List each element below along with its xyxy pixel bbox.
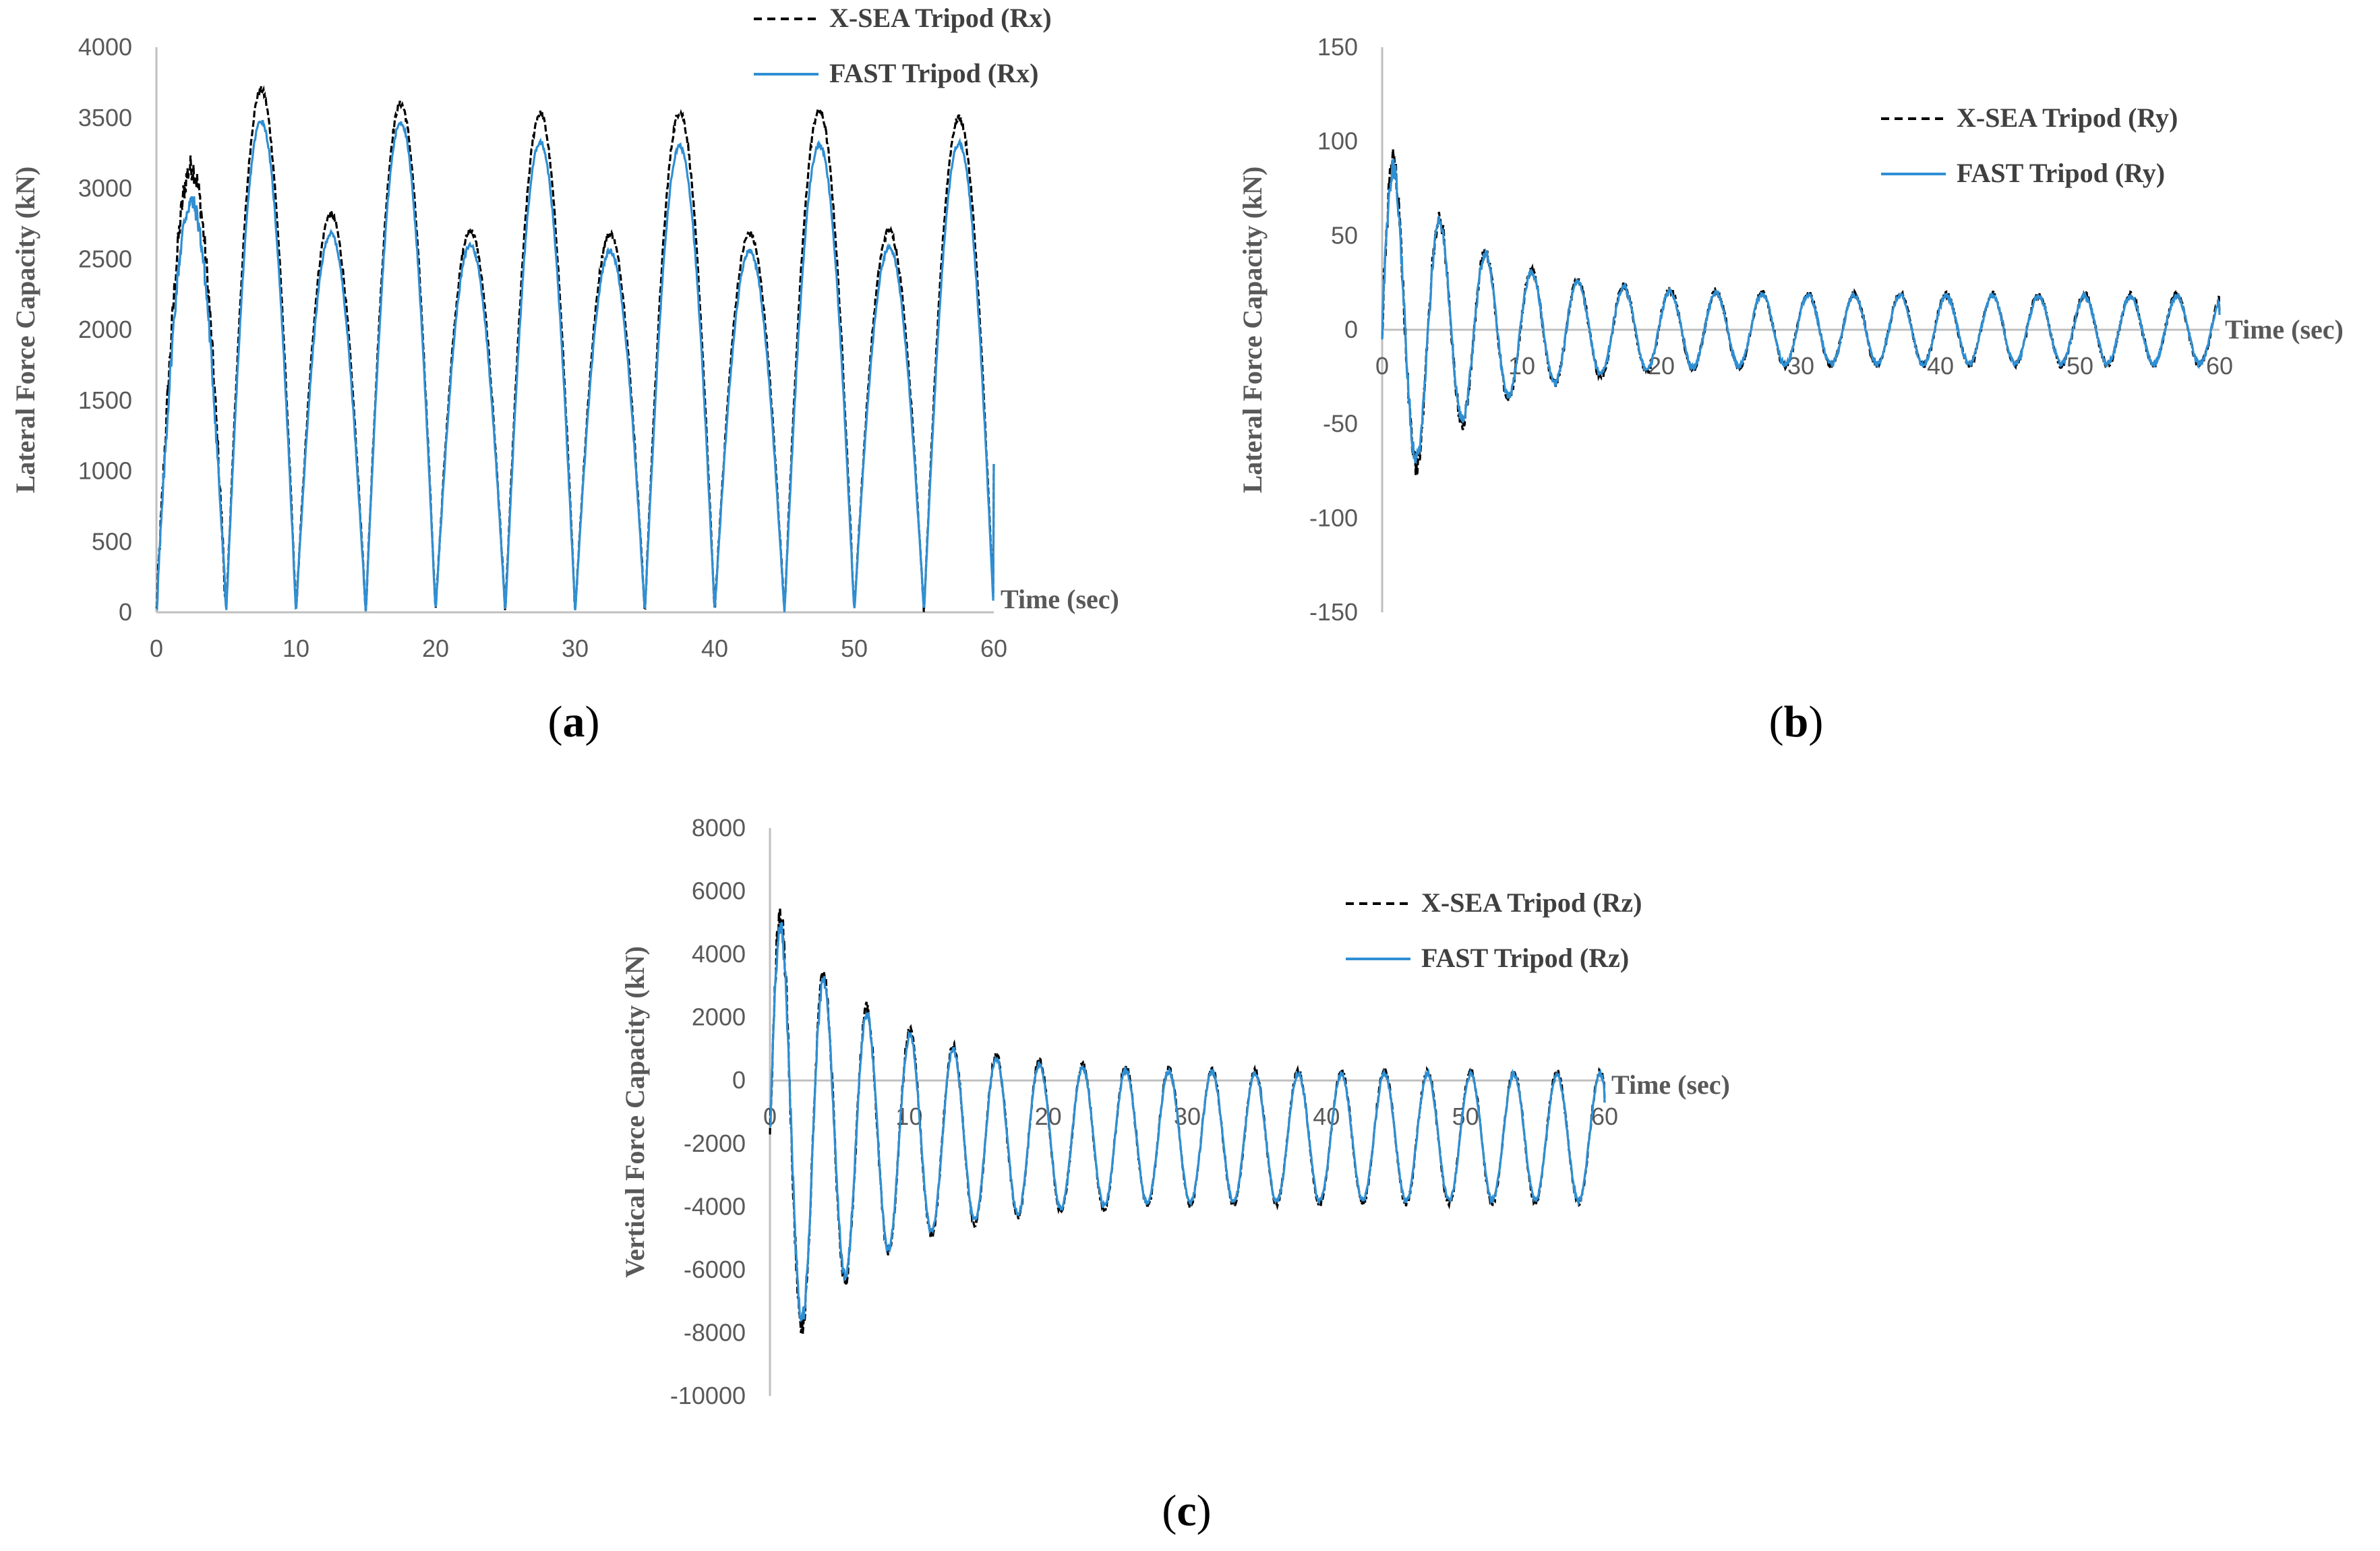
- y-tick-label: -8000: [684, 1318, 746, 1346]
- y-axis-title: Lateral Force Capacity (kN): [10, 167, 40, 494]
- x-tick-label: 30: [562, 635, 589, 662]
- y-axis-title: Lateral Force Capacity (kN): [1237, 167, 1268, 494]
- y-tick-label: 0: [1344, 316, 1358, 343]
- x-tick-label: 40: [701, 635, 728, 662]
- x-tick-label: 0: [150, 635, 163, 662]
- series-line-fast-a: [155, 119, 995, 612]
- y-tick-label: 3000: [78, 175, 132, 202]
- y-tick-label: 6000: [692, 877, 746, 905]
- legend-label-xsea: X-SEA Tripod (Ry): [1957, 103, 2178, 133]
- x-tick-label: 0: [1375, 352, 1389, 380]
- y-tick-label: 2000: [78, 316, 132, 343]
- y-tick-label: 150: [1317, 33, 1358, 61]
- x-tick-label: 40: [1313, 1103, 1340, 1130]
- y-tick-label: 0: [732, 1066, 746, 1094]
- y-tick-label: -100: [1309, 504, 1358, 531]
- y-tick-label: -2000: [684, 1130, 746, 1157]
- x-tick-label: 30: [1787, 352, 1814, 380]
- y-tick-label: -6000: [684, 1256, 746, 1283]
- x-tick-label: 10: [282, 635, 309, 662]
- x-tick-label: 60: [980, 635, 1007, 662]
- x-tick-label: 50: [841, 635, 868, 662]
- y-tick-label: 2500: [78, 245, 132, 272]
- y-tick-label: 4000: [692, 940, 746, 968]
- x-tick-label: 10: [1508, 352, 1535, 380]
- y-tick-label: 2000: [692, 1003, 746, 1031]
- legend-label-fast: FAST Tripod (Rz): [1421, 943, 1629, 973]
- chart-c: -10000 -8000 -6000 -4000 -2000 0 2000 4000 6000 8…: [620, 814, 1730, 1535]
- y-tick-label: 0: [119, 598, 132, 626]
- series-line-fast-c: [769, 922, 1606, 1322]
- x-tick-label: 60: [1591, 1103, 1618, 1130]
- panel-label-b: (b): [1769, 697, 1824, 747]
- x-axis-title: Time (sec): [1001, 584, 1119, 614]
- legend-label-xsea: X-SEA Tripod (Rz): [1421, 887, 1642, 918]
- y-tick-label: 1000: [78, 457, 132, 485]
- y-tick-label: 50: [1331, 221, 1358, 249]
- x-axis-title: Time (sec): [1611, 1070, 1730, 1100]
- series-line-fast-b: [1381, 158, 2221, 464]
- x-tick-label: 60: [2206, 352, 2233, 380]
- x-tick-label: 20: [422, 635, 449, 662]
- x-tick-label: 50: [1452, 1103, 1479, 1130]
- x-tick-label: 40: [1927, 352, 1954, 380]
- legend-label-xsea: X-SEA Tripod (Rx): [829, 3, 1052, 33]
- y-tick-label: 3500: [78, 104, 132, 131]
- series-line-xsea-a: [155, 85, 995, 612]
- chart-a: 0 500 1000 1500 2000 2500 3000 3500 4000 0 10 20 30 4…: [10, 3, 1119, 747]
- y-tick-label: 4000: [78, 33, 132, 61]
- legend-label-fast: FAST Tripod (Rx): [829, 58, 1038, 88]
- y-tick-label: 100: [1317, 127, 1358, 155]
- x-tick-label: 50: [2066, 352, 2093, 380]
- y-axis-title: Vertical Force Capacity (kN): [620, 946, 650, 1278]
- y-tick-label: -50: [1323, 410, 1358, 438]
- x-axis-title: Time (sec): [2225, 314, 2344, 345]
- panel-label-a: (a): [548, 697, 600, 747]
- y-tick-label: 1500: [78, 386, 132, 414]
- y-tick-label: -4000: [684, 1192, 746, 1220]
- y-tick-label: -150: [1309, 598, 1358, 626]
- panel-label-c: (c): [1162, 1486, 1211, 1535]
- legend-label-fast: FAST Tripod (Ry): [1957, 158, 2165, 188]
- y-tick-label: 500: [92, 527, 132, 555]
- y-tick-label: 8000: [692, 814, 746, 842]
- y-tick-label: -10000: [670, 1382, 746, 1409]
